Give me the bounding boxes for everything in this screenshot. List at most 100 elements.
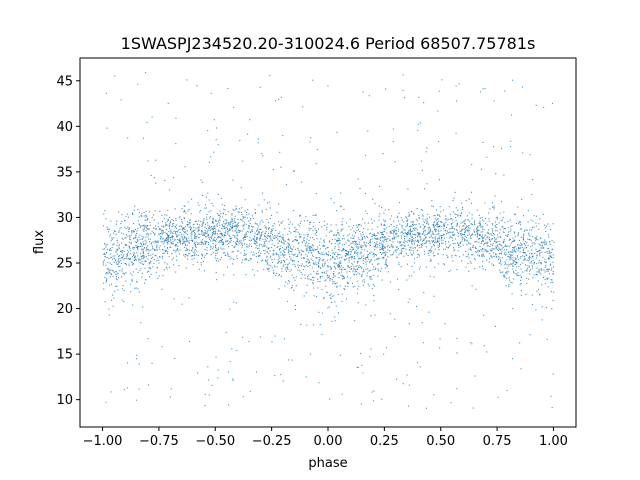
data-point: [229, 258, 231, 260]
data-point: [262, 238, 264, 240]
data-point: [184, 229, 186, 231]
data-point: [273, 269, 275, 271]
data-point: [303, 237, 305, 239]
data-point: [531, 244, 533, 246]
data-point: [345, 242, 347, 244]
data-point: [392, 141, 394, 143]
data-point: [283, 240, 285, 242]
data-point: [236, 226, 238, 228]
data-point: [338, 266, 341, 268]
data-point: [143, 247, 145, 249]
data-point: [164, 240, 166, 242]
data-point: [273, 272, 275, 275]
data-point: [129, 283, 132, 285]
data-point: [397, 230, 400, 232]
data-point: [269, 207, 271, 209]
data-point: [413, 243, 415, 245]
data-point: [202, 234, 204, 236]
data-point: [357, 272, 359, 274]
data-point: [271, 243, 273, 245]
data-point: [215, 139, 217, 141]
data-point: [435, 219, 437, 221]
data-point: [534, 243, 536, 245]
data-point: [301, 181, 303, 183]
data-point: [510, 114, 513, 116]
data-point: [522, 234, 525, 236]
data-point: [219, 210, 221, 212]
data-point: [116, 242, 118, 244]
data-point: [339, 262, 341, 264]
data-point: [519, 247, 521, 249]
data-point: [403, 255, 405, 257]
data-point: [395, 236, 397, 238]
data-point: [521, 86, 523, 88]
data-point: [103, 288, 105, 290]
data-point: [243, 216, 245, 219]
data-point: [135, 358, 137, 360]
data-point: [219, 224, 221, 226]
data-point: [104, 301, 106, 303]
data-point: [509, 239, 511, 241]
data-point: [436, 222, 438, 225]
data-point: [177, 238, 179, 241]
data-point: [288, 239, 290, 241]
data-point: [500, 264, 502, 266]
data-point: [109, 234, 112, 236]
data-point: [324, 225, 326, 227]
data-point: [227, 240, 229, 242]
data-point: [139, 261, 141, 263]
data-point: [169, 237, 171, 239]
data-point: [538, 271, 540, 273]
data-point: [291, 359, 293, 361]
data-point: [349, 277, 352, 279]
data-point: [261, 210, 263, 212]
data-point: [512, 268, 514, 270]
data-point: [379, 238, 381, 240]
data-point: [279, 151, 281, 153]
data-point: [165, 251, 167, 253]
data-point: [361, 255, 363, 257]
data-point: [201, 242, 203, 244]
data-point: [350, 237, 352, 239]
data-point: [238, 224, 240, 227]
data-point: [389, 250, 391, 252]
data-point: [192, 264, 194, 266]
data-point: [383, 252, 385, 254]
data-point: [371, 391, 373, 393]
data-point: [499, 235, 501, 238]
data-point: [362, 258, 365, 260]
data-point: [241, 246, 243, 248]
data-point: [309, 246, 311, 248]
data-point: [171, 232, 173, 234]
data-point: [517, 206, 519, 208]
data-point: [158, 233, 160, 236]
data-point: [194, 243, 196, 245]
data-point: [110, 273, 112, 275]
data-point: [504, 245, 506, 247]
data-point: [423, 250, 425, 252]
data-point: [109, 248, 111, 250]
data-point: [311, 248, 314, 250]
x-tick-label: 1.00: [539, 434, 568, 449]
data-point: [327, 246, 329, 248]
data-point: [250, 239, 252, 241]
data-point: [375, 235, 377, 237]
data-point: [522, 152, 524, 154]
data-point: [203, 219, 205, 221]
data-point: [370, 218, 372, 220]
data-point: [188, 209, 190, 211]
data-point: [440, 226, 442, 228]
data-point: [194, 250, 196, 252]
data-point: [221, 244, 224, 246]
data-point: [375, 253, 377, 256]
data-point: [183, 205, 185, 207]
data-point: [479, 222, 481, 224]
data-point: [422, 233, 424, 235]
data-point: [353, 261, 355, 263]
data-point: [526, 259, 528, 261]
data-point: [132, 263, 135, 265]
data-point: [146, 215, 148, 217]
data-point: [253, 242, 255, 244]
data-point: [384, 247, 386, 249]
data-point: [118, 211, 120, 213]
